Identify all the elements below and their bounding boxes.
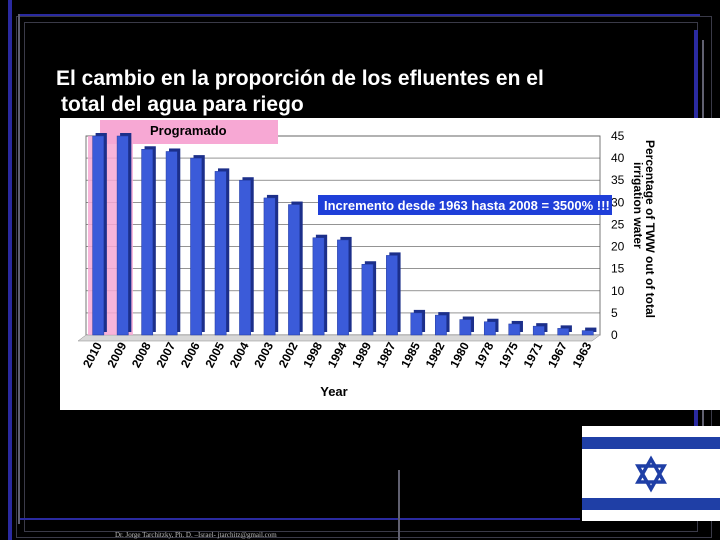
title-line-1: El cambio en la proporción de los efluen… [56,67,544,90]
decorative-line-bottom [20,518,580,520]
bar-side [585,327,597,332]
y-tick-label: 10 [611,284,625,298]
chart-panel: 0 5 10 15 20 25 30 35 40 45 Programado 2010 2009 2008… [60,118,720,410]
x-tick-label: 1980 [447,340,472,370]
bar [361,263,374,336]
bar [483,321,496,336]
x-tick-label: 1975 [496,340,521,370]
slide-title: El cambio en la proporción de los efluen… [56,66,656,118]
x-tick-label: 2004 [227,340,252,370]
y-tick-label: 40 [611,151,625,165]
bar [581,330,594,336]
highlight-label: Programado [150,123,227,138]
y-tick-label: 0 [611,328,618,342]
bar [386,255,398,336]
bar [141,149,154,336]
x-axis-label: Year [320,384,347,399]
y-tick-label: 25 [611,217,625,231]
bar [459,319,472,336]
bar [557,328,570,336]
flag-stripe-top [582,437,720,449]
bar [92,135,105,336]
bar [239,179,251,336]
decorative-line-top [20,14,700,16]
bar [214,171,227,336]
y-tick-label: 15 [611,262,625,276]
decorative-bar-bottom-mid [398,470,400,540]
x-tick-label: 1978 [472,340,497,370]
x-tick-label: 1998 [300,340,325,370]
israel-flag-icon [582,426,720,521]
x-tick-label: 1985 [398,340,423,370]
y-axis-label-line-2: irrigation water [631,162,645,249]
x-tick-label: 2009 [104,340,129,370]
x-tick-label: 1994 [325,340,350,370]
y-tick-label: 35 [611,173,625,187]
x-tick-label: 2002 [276,340,301,370]
x-tick-label: 1963 [570,340,595,370]
x-tick-label: 2007 [153,340,178,370]
bar [508,323,521,336]
x-tick-label: 1987 [374,340,399,370]
footer-credit: Dr. Jorge Tarchitzky, Ph. D. –Israel- jt… [115,531,277,539]
bar [337,239,349,336]
x-tick-label: 2005 [202,340,227,370]
flag-stripe-bottom [582,498,720,510]
bar [532,325,545,336]
x-tick-label: 1982 [423,340,448,370]
bar [165,151,178,336]
x-tick-label: 1989 [349,340,374,370]
y-axis-label: Percentage of TWW out of totalirrigation… [631,140,657,318]
x-tick-label: 2003 [251,340,276,370]
plot-floor [77,334,601,342]
y-tick-label: 30 [611,195,625,209]
bar [263,197,276,336]
annotation-text: Incremento desde 1963 hasta 2008 = 3500%… [324,198,610,213]
decorative-bar-left-2 [18,14,20,524]
y-tick-label: 20 [611,240,625,254]
decorative-bar-left [8,0,12,540]
bar [190,157,203,336]
y-tick-label: 45 [611,129,625,143]
x-tick-label: 1967 [545,340,570,370]
x-tick-label: 2008 [129,340,154,370]
annotation-box [318,195,612,215]
bar [288,204,300,336]
y-axis-label-line-1: Percentage of TWW out of total [643,140,657,318]
star-of-david-icon [635,455,667,493]
bar [410,312,423,336]
bar [435,314,447,336]
bar [116,135,129,336]
bar [312,237,325,336]
y-tick-label: 5 [611,306,618,320]
title-line-2: total del agua para riego [61,93,304,116]
x-tick-label: 2006 [178,340,203,370]
x-tick-label: 1971 [521,340,546,370]
bar-chart: 0 5 10 15 20 25 30 35 40 45 Programado 2010 2009 2008… [77,120,657,399]
x-tick-label: 2010 [80,340,105,370]
